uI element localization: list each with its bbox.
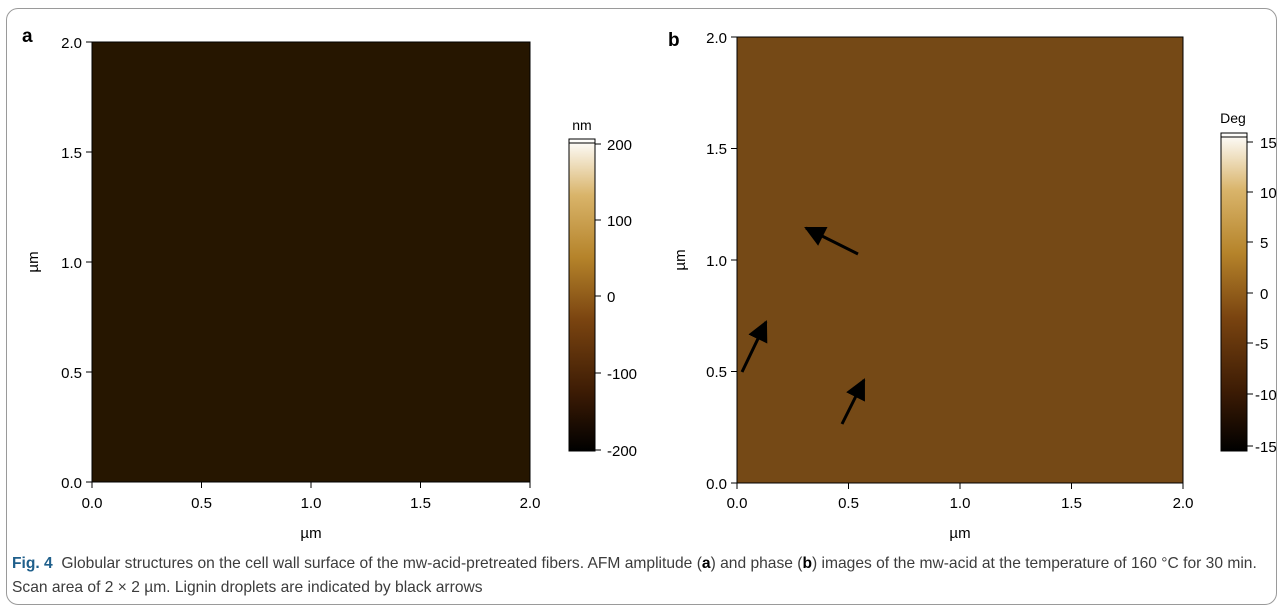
panel-a-y-tick: 0.5 [61,365,82,382]
caption-text: ) and phase ( [710,555,803,572]
panel-a: a 0.0 0.5 1.0 1.5 2.0 µm 0.0 0.5 1.0 [22,26,637,542]
panel-b-y-tick: 1.0 [706,253,727,270]
panel-b-x-tick: 1.0 [950,495,971,512]
panel-b-y-tick: 2.0 [706,30,727,47]
lignin-droplet-arrow [740,320,768,373]
panel-a-y-axis: 0.0 0.5 1.0 1.5 2.0 µm [25,35,92,492]
panel-a-colorbar: nm 200 100 0 -100 -200 [568,117,637,460]
panel-b-phase-image [737,37,1183,483]
panel-b-y-label: µm [672,249,689,270]
panel-b-x-tick: 0.0 [727,495,748,512]
panel-a-colorbar-tick: 0 [607,289,615,306]
panel-a-x-label: µm [300,525,321,542]
panel-a-x-tick: 1.0 [301,495,322,512]
panel-a-y-tick: 1.0 [61,255,82,272]
panel-a-colorbar-tick: 200 [607,137,632,154]
panel-a-colorbar-tick: -100 [607,366,637,383]
panel-a-x-tick: 2.0 [520,495,541,512]
panel-b: b 0.0 0.5 1.0 1.5 2.0 µm 0.0 [668,30,1277,542]
panel-b-colorbar-tick: -5 [1255,336,1268,353]
panel-b-colorbar-tick: 0 [1260,286,1268,303]
panel-b-x-tick: 0.5 [838,495,859,512]
panel-a-y-tick: 1.5 [61,145,82,162]
panel-a-colorbar-unit: nm [572,117,591,133]
panel-b-y-tick: 0.5 [706,364,727,381]
panel-b-y-tick: 1.5 [706,141,727,158]
caption-panel-b-ref: b [802,555,812,572]
panel-b-colorbar-tick: -15 [1255,439,1277,456]
panel-b-y-tick: 0.0 [706,476,727,493]
panel-b-colorbar-unit: Deg [1220,110,1246,126]
panel-a-x-tick: 1.5 [410,495,431,512]
lignin-droplet-arrow [840,378,866,425]
panel-b-colorbar-tick: 10 [1260,185,1277,202]
panel-a-x-tick: 0.5 [191,495,212,512]
panel-b-x-label: µm [949,525,970,542]
panel-b-letter: b [668,30,680,51]
panel-a-y-label: µm [25,251,42,272]
panel-a-colorbar-tick: 100 [607,213,632,230]
panel-a-letter: a [22,26,33,47]
panel-b-y-axis: 0.0 0.5 1.0 1.5 2.0 µm [672,30,737,493]
panel-a-x-axis: 0.0 0.5 1.0 1.5 2.0 µm [82,482,541,542]
lignin-droplet-arrow [804,226,859,256]
caption-text: ) images of the mw-acid at the temperatu… [12,555,1257,596]
panel-a-y-tick: 2.0 [61,35,82,52]
panel-b-x-axis: 0.0 0.5 1.0 1.5 2.0 µm [727,483,1194,542]
panel-a-y-tick: 0.0 [61,475,82,492]
panel-a-topography-image [92,42,530,482]
caption-text: Globular structures on the cell wall sur… [61,555,702,572]
panel-b-colorbar-tick: -10 [1255,387,1277,404]
panel-b-colorbar: Deg 15 10 5 0 -5 -10 -15 [1220,110,1277,456]
panel-b-x-tick: 2.0 [1173,495,1194,512]
figure-label: Fig. 4 [12,555,53,572]
panel-b-x-tick: 1.5 [1061,495,1082,512]
panel-a-colorbar-tick: -200 [607,443,637,460]
figure-caption: Fig. 4 Globular structures on the cell w… [12,552,1274,600]
panel-b-colorbar-tick: 5 [1260,235,1268,252]
panel-a-x-tick: 0.0 [82,495,103,512]
caption-panel-a-ref: a [701,555,711,572]
panel-b-colorbar-tick: 15 [1260,135,1277,152]
